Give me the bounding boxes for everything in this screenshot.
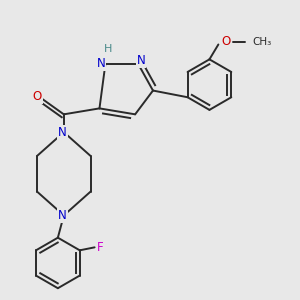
Text: F: F — [97, 241, 104, 254]
Text: N: N — [137, 54, 146, 67]
Text: H: H — [104, 44, 112, 54]
Text: N: N — [58, 126, 67, 139]
Text: O: O — [221, 35, 230, 48]
Text: CH₃: CH₃ — [253, 37, 272, 46]
Text: N: N — [97, 57, 105, 70]
Text: O: O — [32, 90, 42, 103]
Text: N: N — [58, 209, 67, 222]
